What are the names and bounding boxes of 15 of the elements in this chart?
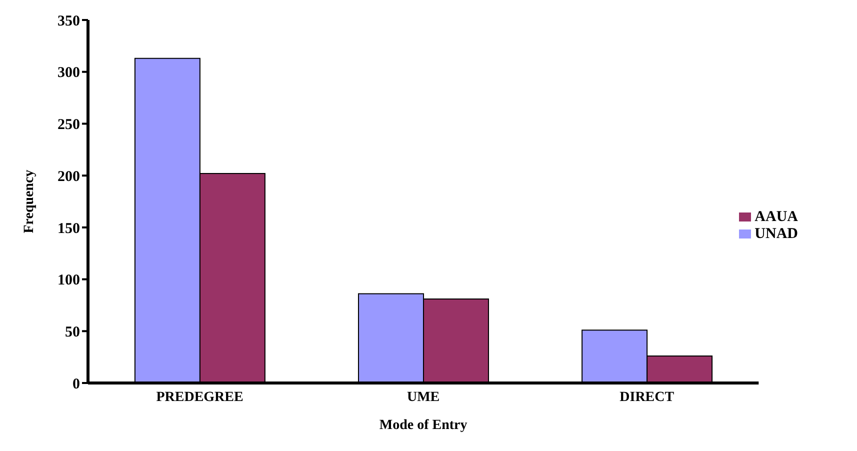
y-axis-title: Frequency xyxy=(22,170,37,234)
x-axis-title: Mode of Entry xyxy=(379,418,468,433)
y-tick-label: 0 xyxy=(72,376,80,392)
y-tick-label: 200 xyxy=(58,168,80,185)
legend-label: UNAD xyxy=(754,226,798,242)
y-tick-label: 50 xyxy=(65,324,80,340)
y-tick-label: 250 xyxy=(58,117,80,134)
y-tick-label: 100 xyxy=(58,272,80,289)
y-tick-label: 300 xyxy=(58,65,80,82)
x-tick-label: DIRECT xyxy=(620,390,675,405)
x-tick-label: UME xyxy=(406,390,440,405)
y-tick-label: 150 xyxy=(58,220,80,237)
y-tick-label: 350 xyxy=(58,13,80,30)
legend-label: AAUA xyxy=(754,208,798,224)
x-tick-label: PREDEGREE xyxy=(156,390,244,405)
